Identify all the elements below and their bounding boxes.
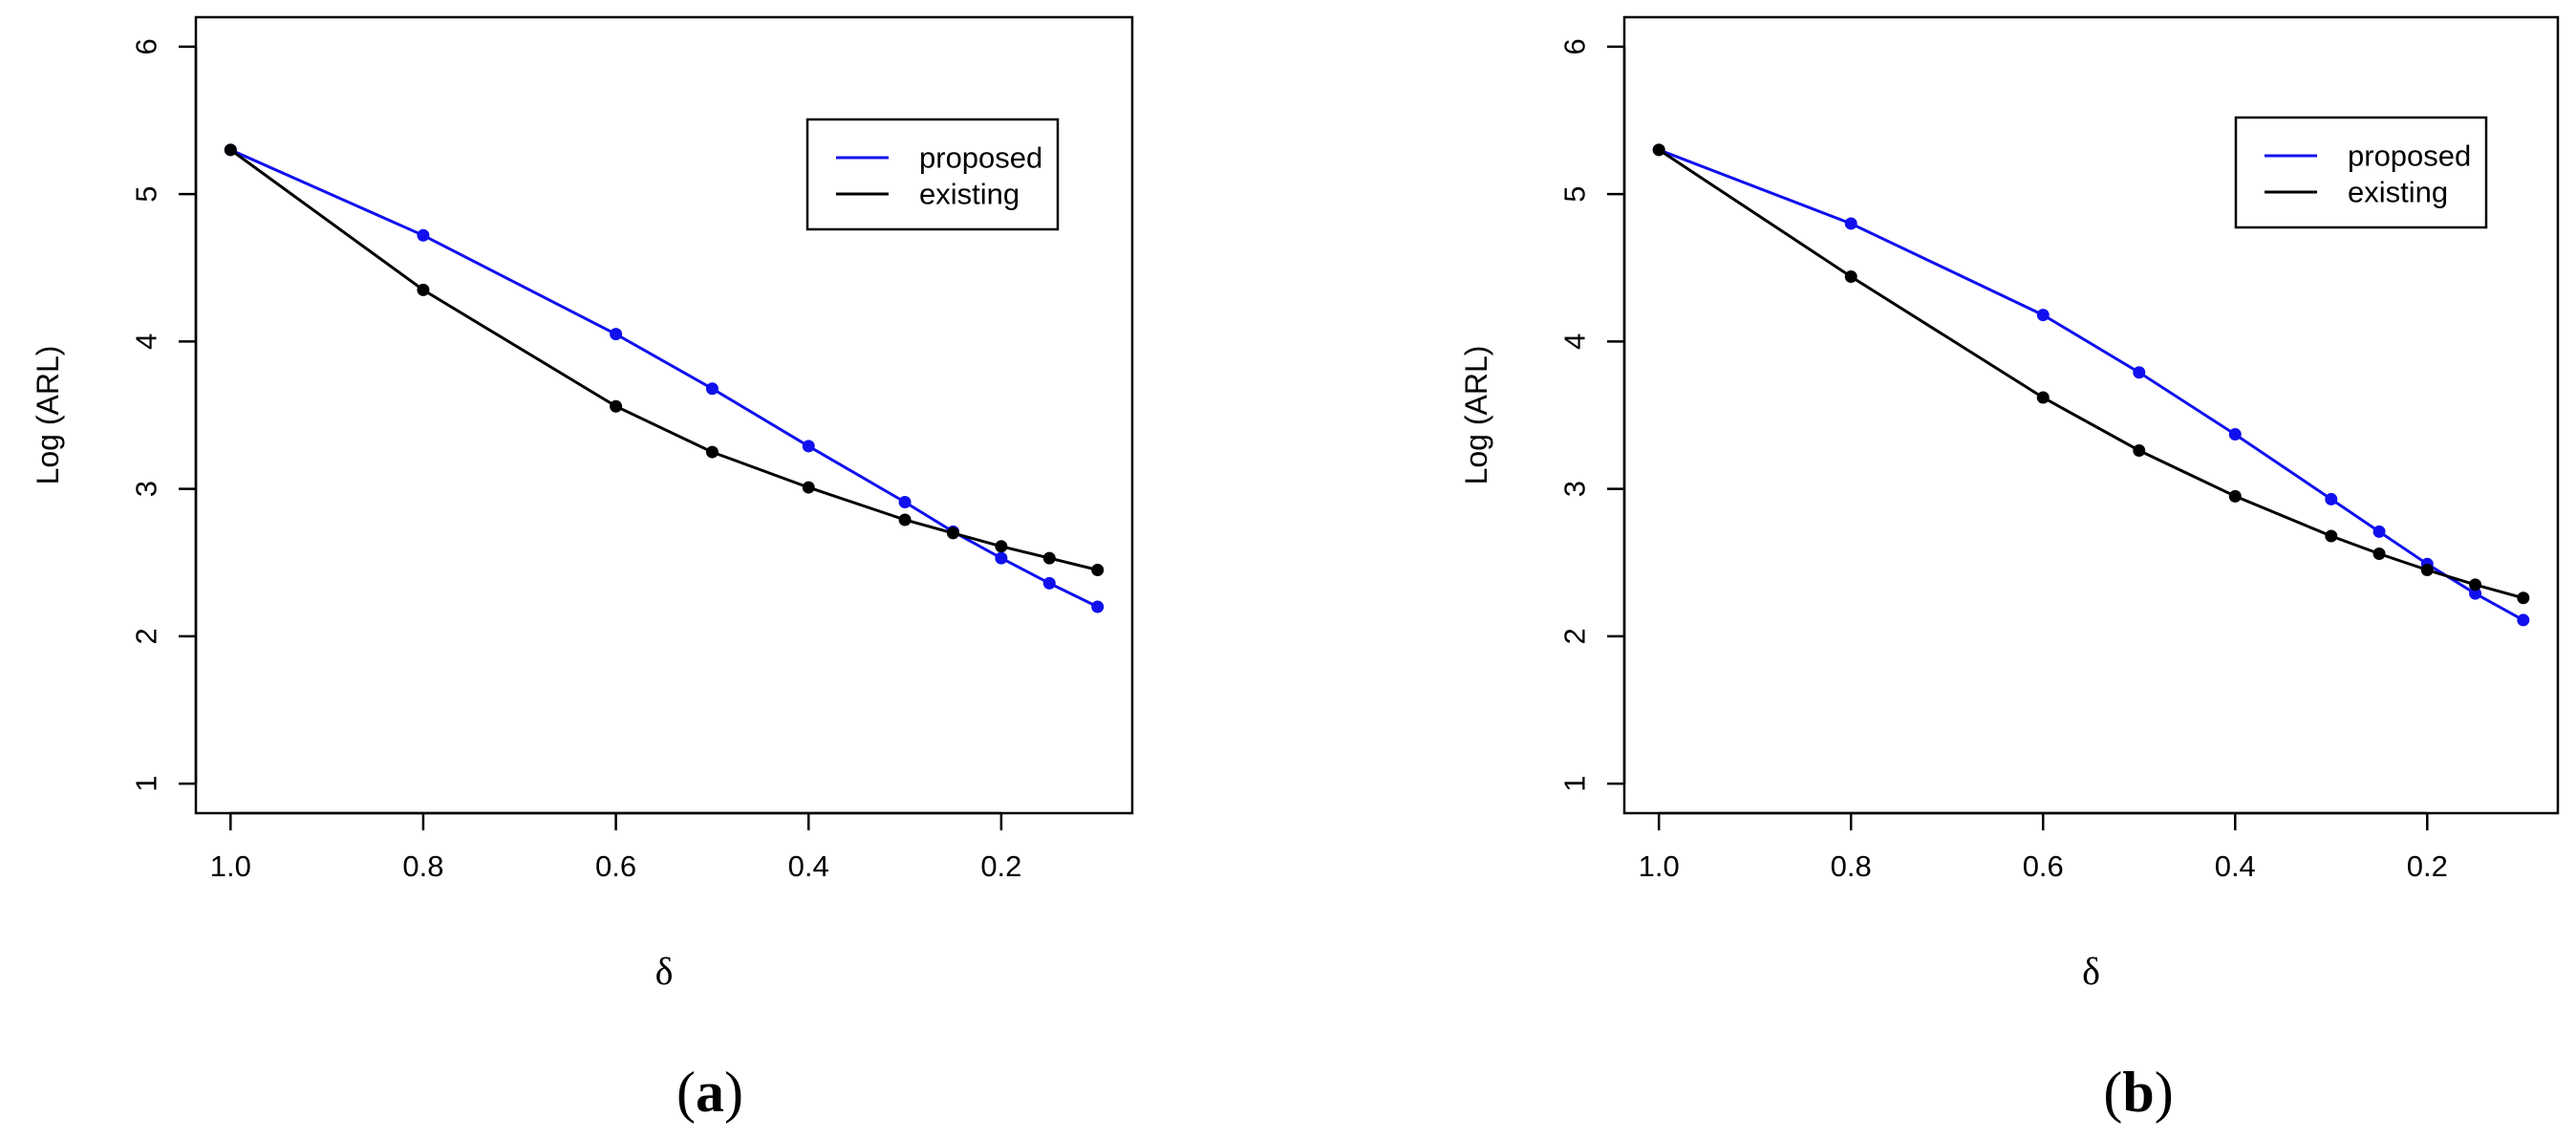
series-line-existing [1658,148,2524,600]
series-existing [1652,143,2530,605]
legend-label-proposed: proposed [919,141,1042,175]
chart-panel-b: 1 2 3 4 5 6 1.0 0.8 0.6 0.4 0.2 Log (ARL) δ proposede… [1459,15,2560,1124]
panel-label: (a) [676,1061,743,1124]
data-point-existing [2469,578,2482,591]
data-point-existing [417,283,430,296]
series-existing [224,143,1105,576]
x-tick-label: 0.6 [2023,849,2064,883]
x-axis: 1.0 0.8 0.6 0.4 0.2 [210,811,1021,883]
data-point-proposed [995,551,1008,565]
y-axis-title: Log (ARL) [1459,346,1493,485]
y-tick-label: 6 [1558,38,1592,54]
data-point-existing [802,481,815,494]
x-tick-label: 0.4 [2215,849,2256,883]
data-point-existing [995,540,1008,553]
x-tick-label: 0.2 [2407,849,2448,883]
y-axis: 1 2 3 4 5 6 [130,38,198,792]
data-point-existing [898,513,912,527]
y-tick-label: 2 [1558,628,1592,644]
data-point-proposed [802,440,815,453]
chart-panel-a: 1 2 3 4 5 6 1.0 0.8 0.6 0.4 0.2 Log (ARL) δ proposede… [31,15,1134,1124]
legend-box [2234,116,2488,229]
panel-letter: a [696,1061,724,1124]
data-point-proposed [1091,600,1105,613]
data-point-existing [1091,563,1105,576]
legend-label-existing: existing [2348,176,2448,209]
data-point-proposed [2469,587,2482,600]
x-tick-label: 0.4 [788,849,829,883]
y-tick-label: 2 [130,628,163,644]
data-point-proposed [2228,428,2242,441]
data-point-proposed [1042,576,1056,590]
x-tick-label: 0.2 [980,849,1021,883]
y-tick-label: 6 [130,38,163,54]
y-tick-label: 3 [1558,481,1592,497]
legend-label-proposed: proposed [2348,140,2471,173]
x-axis-title: δ [2082,950,2100,993]
data-point-existing [1844,269,1857,283]
legend-label-existing: existing [919,178,1020,211]
data-point-proposed [2372,525,2386,538]
data-point-existing [2372,548,2386,561]
x-tick-label: 0.6 [595,849,636,883]
panel-label: (b) [2103,1061,2173,1124]
data-point-existing [1652,143,1665,157]
x-tick-label: 0.8 [402,849,443,883]
y-tick-label: 1 [1558,776,1592,792]
data-point-existing [2325,529,2338,543]
y-tick-label: 4 [1558,333,1592,350]
data-point-existing [1042,551,1056,565]
data-point-existing [946,527,959,540]
y-tick-label: 3 [130,481,163,497]
legend-box [805,118,1060,231]
series-proposed [224,143,1105,613]
data-point-proposed [2036,309,2050,322]
data-point-proposed [2517,613,2530,627]
data-point-existing [224,143,237,157]
data-point-existing [2133,444,2146,458]
data-point-proposed [2133,366,2146,379]
data-point-existing [2228,489,2242,503]
data-point-proposed [417,228,430,242]
data-point-existing [2036,391,2050,404]
y-axis: 1 2 3 4 5 6 [1558,38,1626,792]
series-line-proposed [229,148,1099,609]
panel-letter: b [2122,1061,2154,1124]
data-point-existing [2420,563,2434,576]
data-point-proposed [2325,492,2338,505]
y-tick-label: 5 [1558,185,1592,202]
data-point-existing [705,445,719,459]
y-axis-title: Log (ARL) [31,346,65,485]
series-line-existing [229,148,1099,571]
x-tick-label: 1.0 [210,849,251,883]
x-tick-label: 0.8 [1831,849,1872,883]
data-point-proposed [705,382,719,396]
data-point-existing [2517,591,2530,605]
data-point-proposed [610,328,623,341]
y-tick-label: 5 [130,185,163,202]
data-point-proposed [1844,217,1857,230]
x-axis-title: δ [655,950,674,993]
y-tick-label: 4 [130,333,163,350]
data-point-proposed [898,496,912,509]
x-tick-label: 1.0 [1639,849,1680,883]
y-tick-label: 1 [130,776,163,792]
data-point-existing [610,399,623,413]
x-axis: 1.0 0.8 0.6 0.4 0.2 [1639,811,2448,883]
